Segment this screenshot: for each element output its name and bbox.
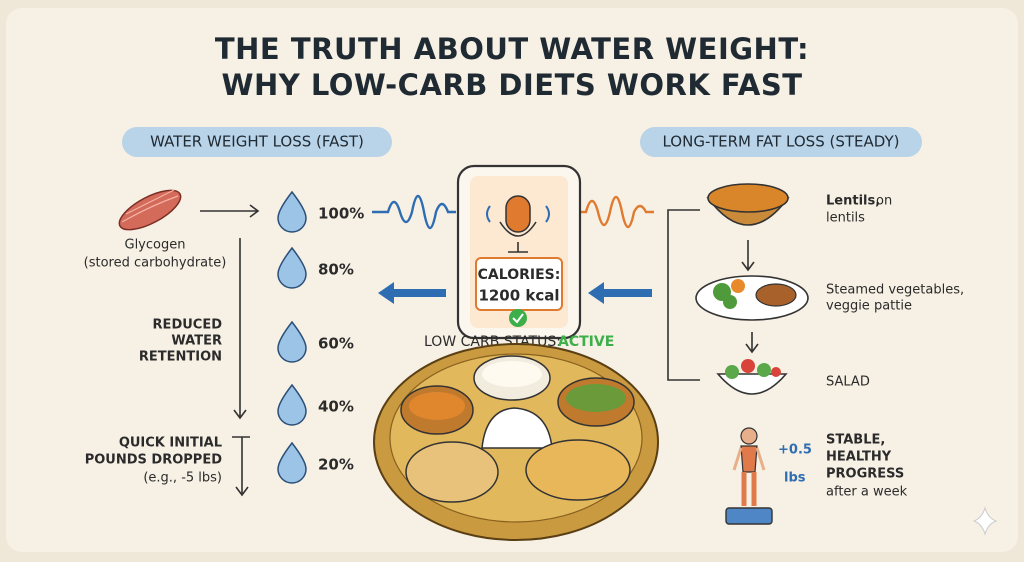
- heading-pill: [640, 127, 922, 157]
- progress-text: HEALTHY: [826, 450, 892, 465]
- shape: [200, 204, 260, 218]
- check-icon: [509, 309, 527, 327]
- arrows-left: [200, 204, 260, 497]
- calories-label: CALORIES:: [478, 267, 561, 283]
- shape: [588, 282, 652, 304]
- calories-value: 1200 kcal: [478, 287, 559, 305]
- blue-arrows: [378, 282, 652, 304]
- lentils-text: on: [876, 194, 892, 209]
- shape: [716, 373, 788, 395]
- shape: [741, 240, 755, 272]
- reduced-text: REDUCED: [153, 318, 223, 333]
- level-label: 20%: [318, 456, 354, 474]
- water-drop: [277, 320, 307, 363]
- water-drop: [277, 383, 307, 426]
- shape: [725, 507, 773, 525]
- shape: [233, 238, 247, 420]
- shape: [566, 384, 626, 412]
- shape: [482, 361, 542, 387]
- shape: [409, 392, 465, 420]
- mic-stand: [499, 221, 537, 253]
- progress-text: PROGRESS: [826, 467, 904, 482]
- progress-text: STABLE,: [826, 433, 885, 448]
- gain-text: lbs: [784, 471, 806, 486]
- shape: [740, 427, 758, 445]
- shape: [723, 295, 737, 309]
- lentils-text: Lentils,: [826, 194, 880, 209]
- thali: [373, 343, 659, 541]
- water-drop: [277, 190, 307, 233]
- gain-text: +0.5: [778, 443, 812, 458]
- shape: [232, 436, 250, 497]
- wave-right: [580, 195, 654, 229]
- mic-waves: [486, 205, 550, 223]
- shape: [118, 189, 182, 231]
- shape: [481, 407, 553, 449]
- title-line: THE TRUTH ABOUT WATER WEIGHT:: [215, 32, 809, 66]
- connectors-right: [667, 209, 759, 381]
- shape: [732, 447, 766, 471]
- lentil-bowl: [706, 183, 790, 226]
- shape: [741, 472, 757, 506]
- right-heading: LONG-TERM FAT LOSS (STEADY): [662, 133, 899, 151]
- shape: [755, 283, 797, 307]
- person-scale: [725, 427, 773, 525]
- veg-text: Steamed vegetables,: [826, 283, 964, 298]
- progress-note: after a week: [826, 485, 908, 500]
- glycogen-note: (stored carbohydrate): [84, 256, 227, 271]
- muscle-icon: [118, 189, 182, 231]
- reduced-text: RETENTION: [139, 350, 222, 365]
- mic: [505, 195, 531, 233]
- check-mark: [512, 313, 524, 324]
- shape: [525, 439, 631, 501]
- salad-bowl: [716, 359, 788, 395]
- level-label: 60%: [318, 335, 354, 353]
- quick-text: QUICK INITIAL: [119, 436, 222, 451]
- drops: 100% 80% 60% 40% 20%: [277, 190, 364, 484]
- shape: [121, 189, 179, 223]
- veg-text: veggie pattie: [826, 299, 912, 314]
- level-label: 40%: [318, 398, 354, 416]
- lentils-text: lentils: [826, 211, 865, 226]
- shape: [771, 367, 781, 377]
- shape: [405, 441, 499, 503]
- shape: [378, 282, 446, 304]
- shape: [745, 332, 759, 354]
- quick-note: (e.g., -5 lbs): [143, 471, 222, 486]
- shape: [741, 359, 755, 373]
- quick-text: POUNDS DROPPED: [85, 453, 222, 468]
- water-drop: [277, 246, 307, 289]
- shape: [725, 365, 739, 379]
- title-line: WHY LOW-CARB DIETS WORK FAST: [221, 68, 802, 102]
- left-heading: WATER WEIGHT LOSS (FAST): [150, 133, 364, 151]
- veg-plate: [695, 275, 809, 321]
- status-value: ACTIVE: [558, 334, 614, 350]
- wave-left: [372, 194, 456, 230]
- shape: [707, 183, 789, 213]
- shape: [731, 279, 745, 293]
- level-label: 80%: [318, 261, 354, 279]
- level-label: 100%: [318, 205, 364, 223]
- reduced-text: WATER: [171, 334, 222, 349]
- heading-pill: [122, 127, 392, 157]
- shape: [757, 363, 771, 377]
- shape: [740, 445, 758, 473]
- glycogen-label: Glycogen: [125, 238, 186, 253]
- water-drop: [277, 441, 307, 484]
- sparkle: [972, 506, 998, 536]
- shape: [667, 209, 700, 381]
- salad-text: SALAD: [826, 375, 870, 390]
